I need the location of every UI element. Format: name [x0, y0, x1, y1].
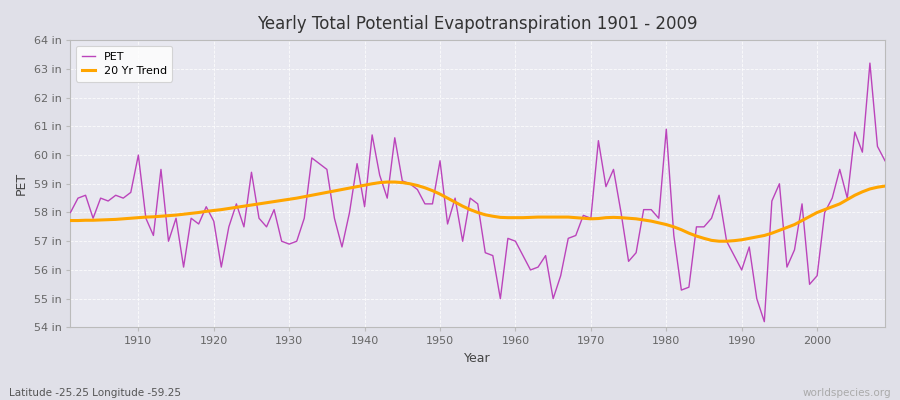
- Y-axis label: PET: PET: [15, 172, 28, 195]
- 20 Yr Trend: [518, 215, 528, 220]
- PET: [125, 190, 136, 195]
- PET: [502, 236, 513, 241]
- 20 Yr Trend: [714, 239, 724, 244]
- Legend: PET, 20 Yr Trend: PET, 20 Yr Trend: [76, 46, 173, 82]
- PET: [510, 239, 521, 244]
- PET: [759, 319, 769, 324]
- 20 Yr Trend: [879, 184, 890, 188]
- 20 Yr Trend: [125, 216, 136, 221]
- Text: Latitude -25.25 Longitude -59.25: Latitude -25.25 Longitude -59.25: [9, 388, 181, 398]
- X-axis label: Year: Year: [464, 352, 491, 365]
- 20 Yr Trend: [510, 215, 521, 220]
- PET: [879, 158, 890, 163]
- 20 Yr Trend: [608, 215, 619, 220]
- Text: worldspecies.org: worldspecies.org: [803, 388, 891, 398]
- Title: Yearly Total Potential Evapotranspiration 1901 - 2009: Yearly Total Potential Evapotranspiratio…: [257, 15, 698, 33]
- PET: [337, 244, 347, 249]
- 20 Yr Trend: [65, 218, 76, 223]
- PET: [292, 239, 302, 244]
- 20 Yr Trend: [337, 187, 347, 192]
- Line: 20 Yr Trend: 20 Yr Trend: [70, 182, 885, 241]
- Line: PET: PET: [70, 63, 885, 322]
- PET: [600, 184, 611, 189]
- 20 Yr Trend: [292, 196, 302, 200]
- 20 Yr Trend: [382, 180, 392, 184]
- PET: [865, 61, 876, 66]
- PET: [65, 210, 76, 215]
